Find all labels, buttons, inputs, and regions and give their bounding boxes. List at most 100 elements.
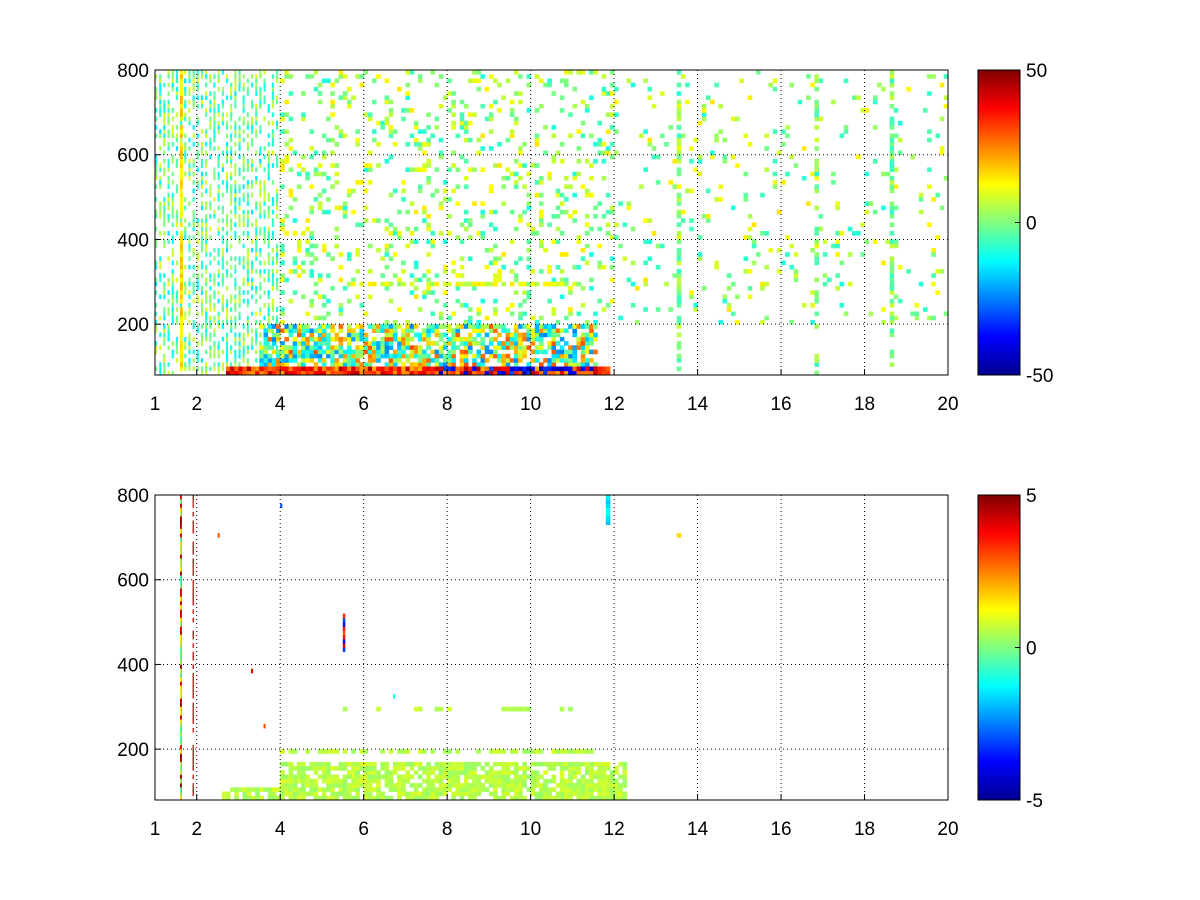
heatmap-cell xyxy=(747,235,753,240)
heatmap-cell xyxy=(363,362,369,367)
heatmap-cell xyxy=(480,209,486,215)
heatmap-cell xyxy=(288,795,294,801)
heatmap-cell xyxy=(313,766,319,771)
heatmap-cell xyxy=(705,218,711,223)
heatmap-cell xyxy=(276,260,279,266)
heatmap-cell xyxy=(601,370,607,376)
heatmap-cell xyxy=(781,260,786,266)
heatmap-cell xyxy=(267,366,273,372)
heatmap-cell xyxy=(221,247,224,253)
heatmap-cell xyxy=(280,787,285,792)
heatmap-cell xyxy=(889,243,895,249)
heatmap-cell xyxy=(267,175,270,181)
heatmap-cell xyxy=(217,281,220,287)
heatmap-cell xyxy=(443,341,448,346)
heatmap-cell xyxy=(180,243,183,249)
heatmap-cell xyxy=(818,214,824,219)
heatmap-cell xyxy=(589,175,594,181)
heatmap-cell xyxy=(192,664,194,669)
heatmap-cell xyxy=(430,783,436,788)
heatmap-cell xyxy=(605,503,611,509)
heatmap-cell xyxy=(534,133,540,139)
heatmap-cell xyxy=(221,256,224,261)
heatmap-cell xyxy=(180,715,182,720)
heatmap-cell xyxy=(271,795,277,801)
heatmap-cell xyxy=(409,324,415,329)
heatmap-cell xyxy=(347,370,352,376)
heatmap-cell xyxy=(288,787,294,792)
heatmap-cell xyxy=(242,298,245,304)
heatmap-cell xyxy=(463,120,469,126)
heatmap-cell xyxy=(547,358,552,363)
heatmap-cell xyxy=(326,766,331,771)
heatmap-cell xyxy=(455,778,461,784)
heatmap-cell xyxy=(476,231,481,236)
heatmap-cell xyxy=(509,341,515,346)
heatmap-cell xyxy=(230,256,233,261)
heatmap-cell xyxy=(584,761,590,767)
heatmap-cell xyxy=(551,341,557,346)
heatmap-cell xyxy=(213,345,216,350)
heatmap-cell xyxy=(438,766,444,771)
heatmap-cell xyxy=(271,370,277,376)
heatmap-cell xyxy=(292,349,298,355)
heatmap-cell xyxy=(401,787,406,792)
heatmap-cell xyxy=(426,159,431,164)
heatmap-cell xyxy=(192,656,194,661)
heatmap-cell xyxy=(430,239,436,244)
heatmap-cell xyxy=(472,336,477,342)
heatmap-cell xyxy=(509,795,515,801)
heatmap-cell xyxy=(564,766,569,771)
heatmap-cell xyxy=(459,766,465,771)
heatmap-cell xyxy=(205,370,208,376)
heatmap-cell xyxy=(455,766,461,771)
heatmap-cell xyxy=(188,264,191,270)
heatmap-cell xyxy=(747,286,753,291)
heatmap-cell xyxy=(367,112,373,117)
heatmap-cell xyxy=(192,685,194,691)
heatmap-cell xyxy=(476,324,481,329)
heatmap-cell xyxy=(584,332,590,338)
heatmap-cell xyxy=(217,175,220,181)
heatmap-cell xyxy=(180,575,182,581)
heatmap-cell xyxy=(226,349,229,355)
heatmap-cell xyxy=(889,116,895,122)
heatmap-cell xyxy=(255,795,260,801)
heatmap-cell xyxy=(584,766,590,771)
heatmap-cell xyxy=(601,264,607,270)
heatmap-cell xyxy=(367,353,373,359)
heatmap-cell xyxy=(234,201,237,206)
heatmap-cell xyxy=(309,783,314,788)
heatmap-cell xyxy=(255,239,258,244)
heatmap-cell xyxy=(497,341,502,346)
heatmap-cell xyxy=(655,243,661,249)
heatmap-cell xyxy=(522,298,527,304)
heatmap-cell xyxy=(221,277,224,283)
heatmap-cell xyxy=(221,180,224,185)
heatmap-cell xyxy=(472,766,477,771)
heatmap-cell xyxy=(447,324,452,329)
heatmap-cell xyxy=(259,311,262,317)
heatmap-cell xyxy=(159,133,162,139)
heatmap-cell xyxy=(259,205,262,211)
heatmap-cell xyxy=(338,133,344,139)
heatmap-cell xyxy=(676,239,682,244)
heatmap-cell xyxy=(572,345,577,350)
heatmap-cell xyxy=(463,766,469,771)
heatmap-cell xyxy=(317,171,323,177)
heatmap-cell xyxy=(271,298,274,304)
heatmap-cell xyxy=(893,315,899,321)
heatmap-cell xyxy=(334,180,340,185)
heatmap-cell xyxy=(251,286,254,291)
heatmap-cell xyxy=(184,353,187,359)
heatmap-cell xyxy=(513,341,519,346)
heatmap-cell xyxy=(409,795,415,801)
heatmap-cell xyxy=(271,142,274,147)
heatmap-cell xyxy=(660,133,665,139)
heatmap-cell xyxy=(192,319,195,325)
heatmap-cell xyxy=(200,290,203,295)
heatmap-cell xyxy=(267,108,270,113)
heatmap-cell xyxy=(213,120,216,126)
heatmap-cell xyxy=(213,167,216,172)
heatmap-cell xyxy=(584,362,590,367)
